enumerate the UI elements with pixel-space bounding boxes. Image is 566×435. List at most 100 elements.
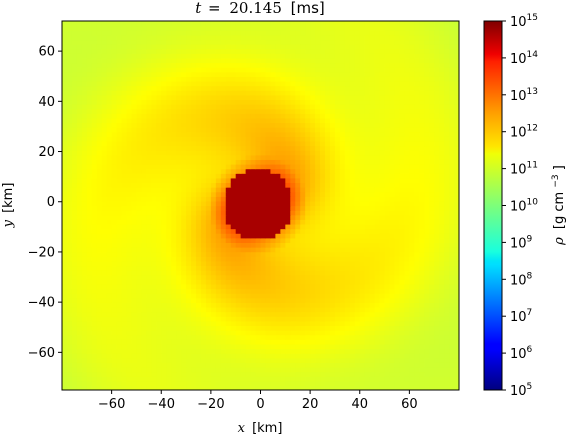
heatmap-cell [215, 251, 222, 257]
heatmap-cell [62, 270, 68, 276]
heatmap-cell [225, 242, 232, 248]
heatmap-cell [136, 279, 142, 285]
heatmap-cell [62, 380, 68, 386]
heatmap-cell [359, 131, 366, 137]
heatmap-cell [404, 283, 410, 290]
heatmap-cell [444, 223, 450, 230]
heatmap-cell [389, 191, 396, 197]
heatmap-cell [449, 288, 455, 294]
heatmap-cell [379, 260, 386, 267]
heatmap-cell [215, 366, 222, 373]
heatmap-cell [250, 237, 257, 243]
heatmap-cell [275, 168, 281, 174]
heatmap-cell [285, 223, 291, 230]
heatmap-cell [339, 154, 346, 160]
heatmap-cell [359, 242, 366, 248]
heatmap-cell [344, 177, 351, 184]
heatmap-cell [364, 205, 371, 211]
heatmap-cell [404, 302, 410, 308]
heatmap-cell [116, 366, 123, 373]
heatmap-cell [310, 173, 316, 179]
heatmap-cell [255, 117, 262, 124]
heatmap-cell [200, 357, 207, 363]
heatmap-cell [344, 182, 351, 188]
heatmap-cell [339, 223, 346, 230]
heatmap-cell [126, 150, 133, 156]
heatmap-cell [215, 223, 222, 230]
heatmap-cell [96, 99, 103, 105]
heatmap-cell [454, 362, 459, 368]
heatmap-cell [205, 265, 212, 271]
heatmap-cell [339, 210, 346, 216]
heatmap-cell [409, 150, 415, 156]
heatmap-cell [111, 159, 118, 165]
heatmap-cell [290, 380, 296, 386]
heatmap-cell [71, 228, 78, 234]
heatmap-cell [200, 219, 207, 225]
heatmap-cell [310, 219, 316, 225]
heatmap-cell [81, 339, 88, 345]
heatmap-cell [444, 205, 450, 211]
heatmap-cell [225, 108, 232, 114]
heatmap-cell [176, 302, 182, 308]
heatmap-cell [191, 177, 197, 184]
heatmap-cell [424, 219, 430, 225]
heatmap-cell [146, 191, 152, 197]
heatmap-cell [121, 366, 128, 373]
heatmap-cell [210, 182, 217, 188]
heatmap-cell [76, 270, 83, 276]
heatmap-cell [260, 348, 267, 354]
heatmap-cell [96, 302, 103, 308]
heatmap-cell [205, 293, 212, 299]
heatmap-cell [429, 247, 435, 253]
heatmap-cell [146, 348, 152, 354]
heatmap-cell [429, 353, 435, 359]
heatmap-cell [409, 219, 415, 225]
heatmap-cell [454, 196, 459, 202]
heatmap-cell [230, 265, 237, 271]
heatmap-cell [320, 325, 326, 331]
heatmap-cell [131, 371, 138, 377]
heatmap-cell [146, 376, 152, 382]
heatmap-cell [434, 182, 440, 188]
heatmap-cell [285, 228, 291, 234]
heatmap-cell [240, 196, 247, 202]
heatmap-cell [394, 334, 401, 340]
heatmap-cell [161, 136, 167, 142]
heatmap-cell [454, 306, 459, 313]
heatmap-cell [240, 104, 247, 110]
heatmap-cell [364, 343, 371, 350]
heatmap-cell [270, 330, 276, 336]
heatmap-cell [444, 385, 450, 390]
heatmap-cell [101, 371, 108, 377]
heatmap-cell [329, 182, 336, 188]
heatmap-cell [310, 366, 316, 373]
heatmap-cell [250, 242, 257, 248]
heatmap-cell [290, 302, 296, 308]
heatmap-cell [200, 223, 207, 230]
heatmap-cell [394, 325, 401, 331]
heatmap-cell [156, 348, 162, 354]
heatmap-cell [121, 99, 128, 105]
heatmap-cell [166, 283, 172, 290]
heatmap-cell [260, 376, 267, 382]
heatmap-cell [86, 260, 93, 267]
heatmap-cell [176, 260, 182, 267]
heatmap-cell [449, 182, 455, 188]
heatmap-cell [409, 117, 415, 124]
heatmap-cell [205, 343, 212, 350]
heatmap-cell [339, 283, 346, 290]
heatmap-cell [71, 233, 78, 239]
heatmap-cell [369, 127, 376, 133]
heatmap-cell [230, 247, 237, 253]
heatmap-cell [409, 265, 415, 271]
heatmap-cell [101, 237, 108, 243]
heatmap-cell [359, 145, 366, 151]
heatmap-cell [136, 163, 142, 170]
heatmap-cell [329, 210, 336, 216]
heatmap-cell [419, 371, 425, 377]
heatmap-cell [344, 140, 351, 147]
heatmap-cell [62, 371, 68, 377]
heatmap-cell [325, 293, 331, 299]
heatmap-cell [101, 385, 108, 390]
